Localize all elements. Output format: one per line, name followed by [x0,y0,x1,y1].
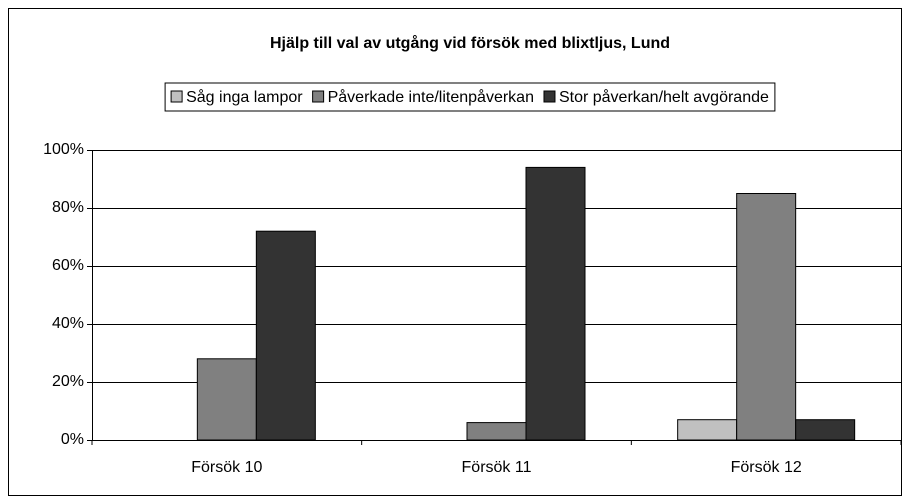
x-tick-label: Försök 11 [462,459,532,476]
bar [255,230,316,441]
legend-swatch [312,90,325,103]
bar [196,358,257,441]
legend-swatch [170,90,183,103]
y-tick-label: 20% [52,373,84,390]
y-tick-label: 100% [43,141,84,158]
legend-label: Såg inga lampor [186,88,303,106]
bar [466,422,527,441]
bar [736,193,797,441]
legend-box [164,82,776,112]
bar [525,166,586,441]
x-tick-label: Försök 10 [191,459,262,476]
bar [677,419,738,441]
y-tick-label: 80% [52,199,84,216]
bar [795,419,856,441]
y-tick-label: 0% [61,431,84,448]
legend-label: Påverkade inte/litenpåverkan [328,88,534,106]
x-tick-label: Försök 12 [731,459,802,476]
legend-swatch [543,90,556,103]
y-tick-label: 60% [52,257,84,274]
legend-label: Stor påverkan/helt avgörande [559,88,769,106]
chart-title: Hjälp till val av utgång vid försök med … [270,34,670,52]
y-tick-label: 40% [52,315,84,332]
